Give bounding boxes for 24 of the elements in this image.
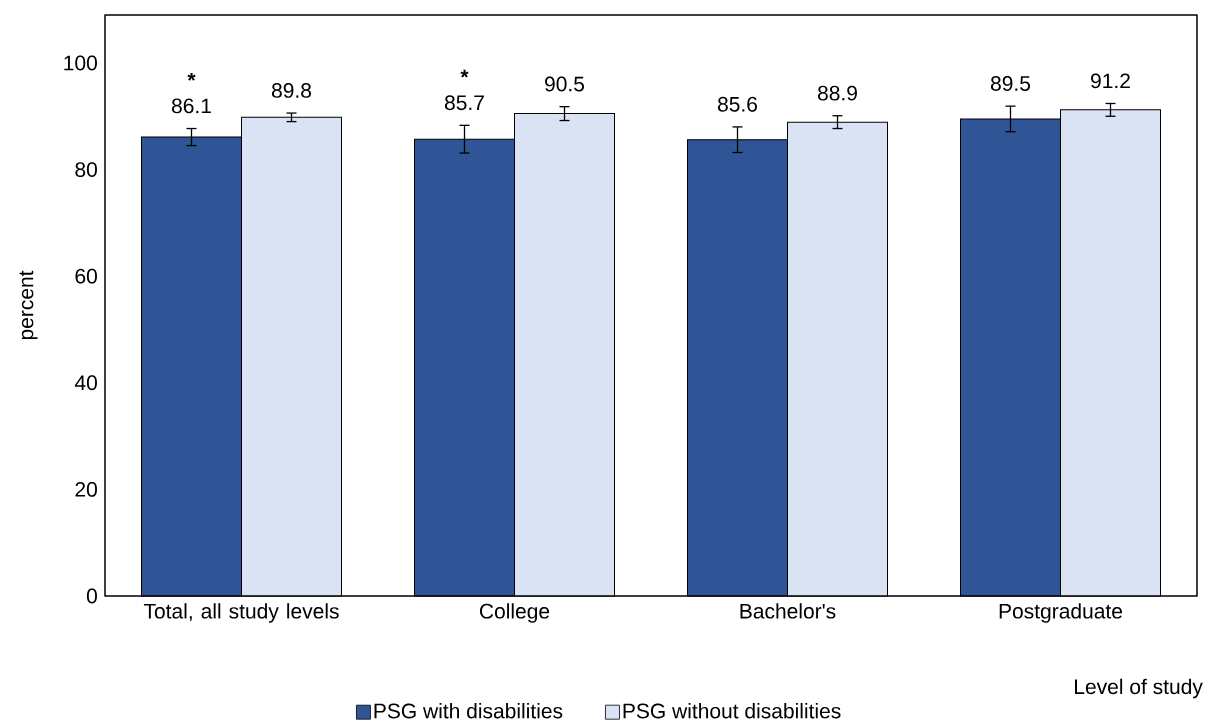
x-tick-label: Postgraduate xyxy=(999,603,1123,623)
y-axis-title: percent xyxy=(19,270,38,340)
y-tick-label: 100 xyxy=(64,55,97,71)
data-label: 85.6 xyxy=(717,96,758,112)
data-label: 88.9 xyxy=(817,85,857,101)
x-axis-title: Level of study xyxy=(1075,678,1203,699)
y-tick-label: 80 xyxy=(75,162,97,177)
y-tick-label: 20 xyxy=(75,481,97,497)
data-label: 91.2 xyxy=(1091,73,1130,89)
data-label: 90.5 xyxy=(545,76,585,92)
data-label: 85.7 xyxy=(444,95,484,111)
x-tick-label: College xyxy=(479,603,550,623)
data-label: 86.1 xyxy=(171,98,211,114)
legend-label: PSG with disabilities xyxy=(374,703,563,719)
y-tick-label: 60 xyxy=(75,268,97,284)
legend-label: PSG without disabilities xyxy=(623,703,841,719)
annotation: * xyxy=(187,72,196,81)
y-tick-label: 0 xyxy=(86,588,97,604)
x-tick-label: Bachelor's xyxy=(740,603,836,619)
data-label: 89.5 xyxy=(990,76,1031,91)
data-label: 89.8 xyxy=(271,83,312,98)
y-tick-label: 40 xyxy=(74,375,97,391)
annotation: * xyxy=(460,69,469,78)
x-tick-label: Total, all study levels xyxy=(143,603,339,623)
